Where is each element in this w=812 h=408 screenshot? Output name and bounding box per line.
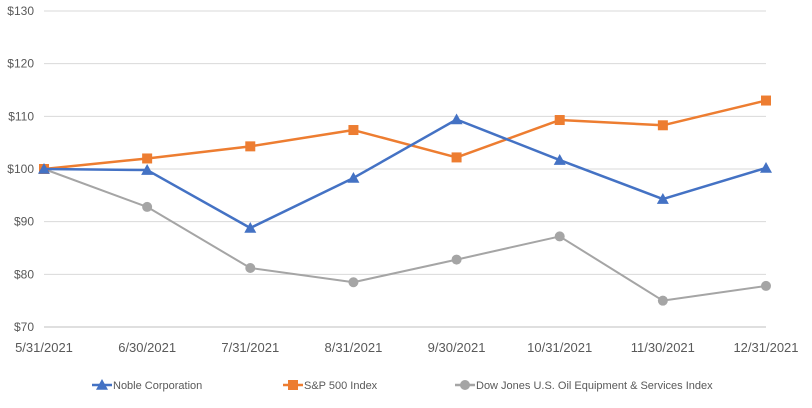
y-tick-label: $80 xyxy=(14,267,34,281)
data-point xyxy=(348,125,359,136)
legend-label: Noble Corporation xyxy=(113,380,202,392)
x-tick-label: 6/30/2021 xyxy=(118,340,176,355)
data-point xyxy=(142,201,153,212)
data-point xyxy=(244,221,257,233)
y-tick-label: $130 xyxy=(7,4,34,18)
data-point xyxy=(450,113,463,125)
series-1 xyxy=(39,95,771,174)
legend-marker xyxy=(460,380,470,390)
data-point xyxy=(451,254,462,265)
legend-marker xyxy=(96,379,108,390)
data-point xyxy=(347,171,360,183)
gridlines xyxy=(44,10,766,328)
data-point xyxy=(554,231,565,242)
data-point xyxy=(760,161,772,173)
x-tick-label: 9/30/2021 xyxy=(428,340,486,355)
data-point xyxy=(245,141,256,152)
x-tick-label: 10/31/2021 xyxy=(527,340,592,355)
legend-entry: Dow Jones U.S. Oil Equipment & Services … xyxy=(455,380,713,392)
data-point xyxy=(761,280,771,291)
x-tick-label: 8/31/2021 xyxy=(325,340,383,355)
legend-marker xyxy=(288,380,298,390)
data-point xyxy=(657,295,668,306)
series-lines xyxy=(38,95,772,306)
data-point xyxy=(554,115,565,126)
y-axis-tick-labels: $70 $80 $90 $100 $110 $120 $130 xyxy=(7,4,34,334)
series-line xyxy=(43,168,767,302)
legend-entry: Noble Corporation xyxy=(92,379,202,392)
legend-label: Dow Jones U.S. Oil Equipment & Services … xyxy=(476,380,713,392)
series-0 xyxy=(38,113,772,233)
x-tick-label: 5/31/2021 xyxy=(15,340,73,355)
legend-label: S&P 500 Index xyxy=(304,380,378,392)
legend: Noble Corporation S&P 500 Index Dow Jones … xyxy=(92,379,713,392)
series-line xyxy=(43,99,767,171)
series-line xyxy=(43,118,767,230)
data-point xyxy=(142,153,153,164)
data-point xyxy=(761,95,771,106)
data-point xyxy=(656,193,669,204)
y-tick-label: $70 xyxy=(14,320,34,334)
x-tick-label: 12/31/2021 xyxy=(733,340,798,355)
y-tick-label: $110 xyxy=(8,109,34,123)
data-point xyxy=(553,154,566,165)
data-point xyxy=(245,263,256,274)
data-point xyxy=(657,120,668,131)
x-axis-tick-labels: 5/31/2021 6/30/2021 7/31/2021 8/31/2021 9/30… xyxy=(15,340,798,355)
data-point xyxy=(141,164,154,175)
series-2 xyxy=(39,164,771,306)
data-point xyxy=(451,152,462,163)
data-point xyxy=(38,163,50,174)
data-point xyxy=(348,277,359,288)
y-tick-label: $100 xyxy=(7,162,34,176)
y-tick-label: $120 xyxy=(7,57,34,71)
x-tick-label: 7/31/2021 xyxy=(221,340,279,355)
y-tick-label: $90 xyxy=(14,215,34,229)
legend-entry: S&P 500 Index xyxy=(283,380,378,392)
x-tick-label: 11/30/2021 xyxy=(631,340,695,355)
